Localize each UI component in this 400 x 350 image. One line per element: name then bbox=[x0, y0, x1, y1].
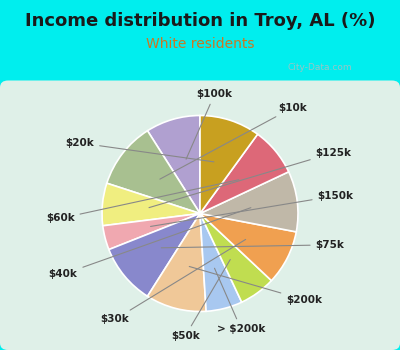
Text: Income distribution in Troy, AL (%): Income distribution in Troy, AL (%) bbox=[25, 12, 375, 30]
Wedge shape bbox=[109, 214, 200, 296]
Text: $10k: $10k bbox=[160, 103, 307, 179]
Wedge shape bbox=[200, 116, 258, 214]
Wedge shape bbox=[102, 183, 200, 226]
Text: $100k: $100k bbox=[186, 89, 233, 159]
Wedge shape bbox=[107, 131, 200, 214]
Wedge shape bbox=[200, 214, 272, 302]
Wedge shape bbox=[148, 116, 200, 214]
FancyBboxPatch shape bbox=[0, 80, 400, 350]
Text: $20k: $20k bbox=[66, 138, 214, 162]
Text: White residents: White residents bbox=[146, 37, 254, 51]
Wedge shape bbox=[200, 214, 296, 281]
Wedge shape bbox=[200, 172, 298, 232]
Wedge shape bbox=[148, 214, 206, 312]
Text: > $200k: > $200k bbox=[214, 268, 265, 334]
Text: $30k: $30k bbox=[101, 239, 246, 324]
Wedge shape bbox=[103, 214, 200, 250]
Wedge shape bbox=[200, 214, 242, 311]
Text: $75k: $75k bbox=[161, 240, 344, 250]
Wedge shape bbox=[200, 134, 289, 214]
Text: $50k: $50k bbox=[171, 259, 230, 341]
Text: $125k: $125k bbox=[149, 148, 352, 208]
Text: $150k: $150k bbox=[150, 191, 354, 226]
Text: City-Data.com: City-Data.com bbox=[288, 63, 353, 72]
Text: $60k: $60k bbox=[46, 180, 239, 223]
Text: $40k: $40k bbox=[49, 208, 251, 279]
Text: $200k: $200k bbox=[189, 266, 322, 305]
